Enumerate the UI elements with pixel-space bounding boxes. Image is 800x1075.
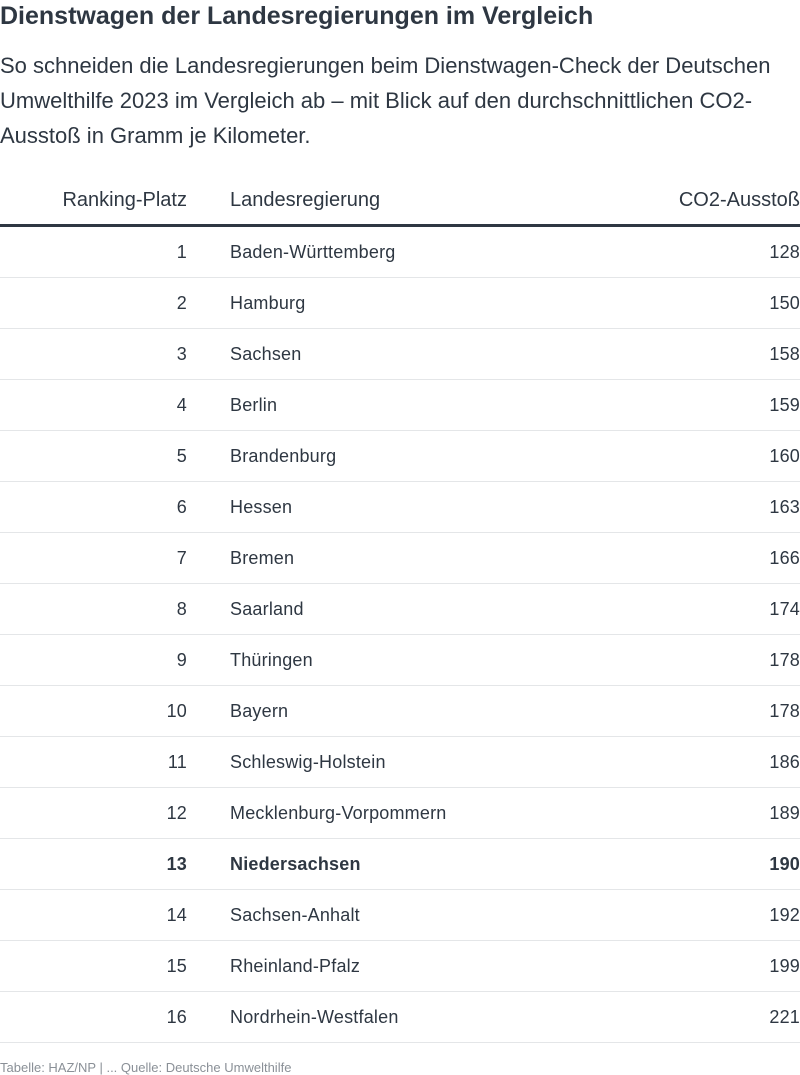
rank-cell: 11 bbox=[167, 752, 187, 772]
column-header-ranking[interactable]: Ranking-Platz bbox=[62, 189, 187, 211]
table-row: 12 Mecklenburg-Vorpommern 189 bbox=[0, 788, 800, 839]
co2-cell: 128 bbox=[769, 242, 800, 262]
co2-cell: 166 bbox=[769, 548, 800, 568]
column-header-co2[interactable]: CO2-Ausstoß bbox=[678, 189, 800, 211]
table-row: 1 Baden-Württemberg 128 bbox=[0, 227, 800, 278]
rank-cell: 16 bbox=[166, 1007, 187, 1027]
co2-cell: 221 bbox=[769, 1007, 800, 1027]
land-cell: Baden-Württemberg bbox=[230, 242, 396, 262]
land-cell: Sachsen bbox=[230, 344, 302, 364]
table-row: 4 Berlin 159 bbox=[0, 380, 800, 431]
co2-cell: 190 bbox=[769, 854, 800, 874]
table-row: 9 Thüringen 178 bbox=[0, 635, 800, 686]
land-cell: Mecklenburg-Vorpommern bbox=[230, 803, 447, 823]
co2-cell: 178 bbox=[769, 650, 800, 670]
rank-cell: 12 bbox=[166, 803, 187, 823]
co2-cell: 150 bbox=[769, 293, 800, 313]
co2-cell: 160 bbox=[769, 446, 800, 466]
rank-cell: 14 bbox=[166, 905, 187, 925]
table-row: 5 Brandenburg 160 bbox=[0, 431, 800, 482]
land-cell: Bayern bbox=[230, 701, 289, 721]
co2-cell: 159 bbox=[769, 395, 800, 415]
rank-cell: 15 bbox=[166, 956, 187, 976]
rank-cell: 2 bbox=[176, 293, 187, 313]
co2-cell: 192 bbox=[769, 905, 800, 925]
co2-cell: 158 bbox=[769, 344, 800, 364]
land-cell: Hessen bbox=[230, 497, 293, 517]
co2-cell: 189 bbox=[769, 803, 800, 823]
co2-cell: 199 bbox=[769, 956, 800, 976]
rank-cell: 5 bbox=[176, 446, 187, 466]
rank-cell: 13 bbox=[166, 854, 187, 874]
table-row: 16 Nordrhein-Westfalen 221 bbox=[0, 992, 800, 1043]
table-body: 1 Baden-Württemberg 128 2 Hamburg 150 3 Sachsen… bbox=[0, 227, 800, 1043]
table-row: 3 Sachsen 158 bbox=[0, 329, 800, 380]
rank-cell: 9 bbox=[176, 650, 187, 670]
rank-cell: 4 bbox=[176, 395, 187, 415]
land-cell: Brandenburg bbox=[230, 446, 337, 466]
co2-cell: 174 bbox=[769, 599, 800, 619]
land-cell: Niedersachsen bbox=[230, 854, 361, 874]
land-cell: Bremen bbox=[230, 548, 295, 568]
table-row: 14 Sachsen-Anhalt 192 bbox=[0, 890, 800, 941]
land-cell: Berlin bbox=[230, 395, 278, 415]
co2-cell: 186 bbox=[769, 752, 800, 772]
page-subtitle: So schneiden die Landesregierungen beim … bbox=[0, 53, 771, 148]
rank-cell: 7 bbox=[176, 548, 187, 568]
land-cell: Rheinland-Pfalz bbox=[230, 956, 361, 976]
co2-cell: 163 bbox=[769, 497, 800, 517]
land-cell: Thüringen bbox=[230, 650, 313, 670]
rank-cell: 10 bbox=[166, 701, 187, 721]
rank-cell: 3 bbox=[176, 344, 187, 364]
table-row: 10 Bayern 178 bbox=[0, 686, 800, 737]
table-row: 13 Niedersachsen 190 bbox=[0, 839, 800, 890]
rank-cell: 6 bbox=[176, 497, 187, 517]
rank-cell: 8 bbox=[176, 599, 187, 619]
table-row: 8 Saarland 174 bbox=[0, 584, 800, 635]
data-table: Ranking-Platz Landesregierung CO2-Aussto… bbox=[0, 176, 800, 1043]
land-cell: Saarland bbox=[230, 599, 304, 619]
land-cell: Sachsen-Anhalt bbox=[230, 905, 360, 925]
table-row: 11 Schleswig-Holstein 186 bbox=[0, 737, 800, 788]
table-row: 6 Hessen 163 bbox=[0, 482, 800, 533]
column-header-landesregierung[interactable]: Landesregierung bbox=[230, 189, 381, 211]
page-title: Dienstwagen der Landesregierungen im Ver… bbox=[0, 2, 594, 30]
rank-cell: 1 bbox=[176, 242, 187, 262]
land-cell: Hamburg bbox=[230, 293, 306, 313]
land-cell: Nordrhein-Westfalen bbox=[230, 1007, 399, 1027]
co2-cell: 178 bbox=[769, 701, 800, 721]
table-header: Ranking-Platz Landesregierung CO2-Aussto… bbox=[0, 176, 800, 227]
table-row: 2 Hamburg 150 bbox=[0, 278, 800, 329]
table-row: 15 Rheinland-Pfalz 199 bbox=[0, 941, 800, 992]
table-row: 7 Bremen 166 bbox=[0, 533, 800, 584]
land-cell: Schleswig-Holstein bbox=[230, 752, 386, 772]
